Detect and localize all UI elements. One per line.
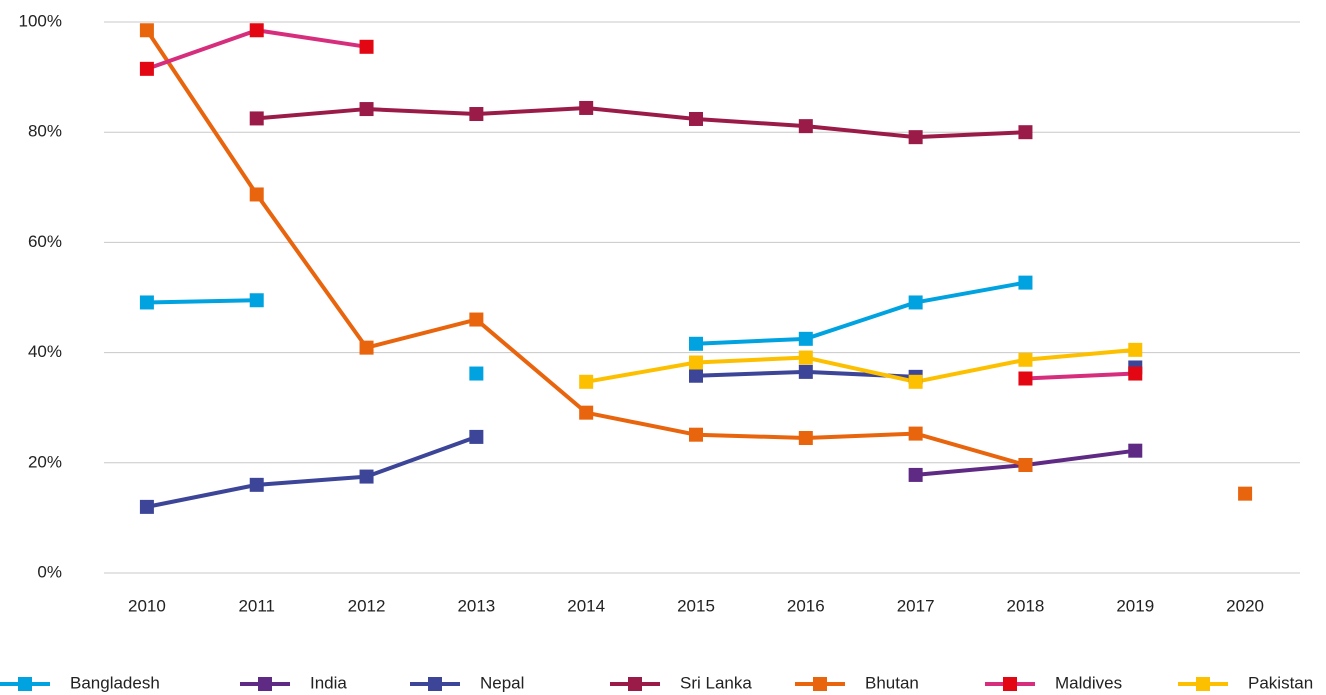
x-tick-label: 2011 xyxy=(238,596,275,615)
legend-item: Nepal xyxy=(410,673,524,692)
data-point xyxy=(798,350,813,365)
data-point xyxy=(798,331,813,346)
y-tick-label: 60% xyxy=(28,232,62,251)
data-point xyxy=(469,366,484,381)
data-point xyxy=(798,119,813,134)
x-tick-label: 2018 xyxy=(1007,596,1045,615)
legend-label: Sri Lanka xyxy=(680,673,752,692)
series-line xyxy=(256,105,1026,140)
legend-marker xyxy=(628,677,642,691)
legend-marker xyxy=(813,677,827,691)
data-point xyxy=(359,469,374,484)
data-point xyxy=(249,293,264,308)
data-point xyxy=(1018,275,1033,290)
legend-marker xyxy=(18,677,32,691)
legend-marker xyxy=(428,677,442,691)
data-point xyxy=(1018,458,1033,473)
series-line xyxy=(585,347,1136,384)
data-point xyxy=(908,467,923,482)
data-point xyxy=(689,427,703,442)
series-line xyxy=(146,280,1026,346)
legend-label: Pakistan xyxy=(1248,673,1313,692)
data-point xyxy=(908,426,923,441)
data-point xyxy=(908,295,923,310)
x-tick-label: 2020 xyxy=(1226,596,1264,615)
legend-label: Nepal xyxy=(480,673,524,692)
data-point xyxy=(1018,371,1033,386)
data-point xyxy=(689,355,703,370)
data-point xyxy=(689,368,703,383)
x-tick-label: 2017 xyxy=(897,596,935,615)
data-point xyxy=(1128,443,1143,458)
data-point xyxy=(798,364,813,379)
y-tick-label: 100% xyxy=(19,11,62,30)
y-tick-label: 40% xyxy=(28,342,62,361)
data-point xyxy=(689,111,703,126)
data-point xyxy=(469,429,484,444)
data-point xyxy=(249,477,264,492)
legend-marker xyxy=(1003,677,1017,691)
y-tick-label: 80% xyxy=(28,122,62,141)
data-point xyxy=(139,295,154,310)
data-point xyxy=(579,405,594,420)
x-tick-label: 2012 xyxy=(348,596,386,615)
data-point xyxy=(1128,342,1143,357)
data-point xyxy=(359,102,374,117)
data-point xyxy=(1128,366,1143,381)
data-point xyxy=(1018,352,1033,367)
x-tick-label: 2010 xyxy=(128,596,166,615)
legend-label: Bhutan xyxy=(865,673,919,692)
data-point xyxy=(139,23,154,38)
legend-item: Bangladesh xyxy=(0,673,160,692)
legend-item: Sri Lanka xyxy=(610,673,752,692)
x-tick-label: 2013 xyxy=(457,596,495,615)
data-point xyxy=(1018,125,1033,140)
y-tick-label: 0% xyxy=(37,562,62,581)
data-point xyxy=(249,23,264,38)
y-tick-label: 20% xyxy=(28,452,62,471)
x-tick-label: 2016 xyxy=(787,596,825,615)
data-point xyxy=(249,187,264,202)
data-point xyxy=(908,130,923,145)
data-point xyxy=(139,61,154,76)
data-point xyxy=(139,499,154,514)
legend-marker xyxy=(1196,677,1210,691)
data-point xyxy=(249,111,264,126)
legend-item: Pakistan xyxy=(1178,673,1313,692)
x-tick-label: 2014 xyxy=(567,596,605,615)
x-tick-label: 2019 xyxy=(1116,596,1154,615)
data-point xyxy=(689,336,703,351)
legend-item: Maldives xyxy=(985,673,1122,692)
series-line xyxy=(147,367,1135,506)
data-point xyxy=(579,100,594,115)
legend-label: Maldives xyxy=(1055,673,1122,692)
legend-label: Bangladesh xyxy=(70,673,160,692)
series-line xyxy=(147,30,1245,493)
legend-marker xyxy=(258,677,272,691)
legend-item: Bhutan xyxy=(795,673,919,692)
legend-item: India xyxy=(240,673,347,692)
data-point xyxy=(359,39,374,54)
data-point xyxy=(908,374,923,389)
data-point xyxy=(1238,486,1253,501)
data-point xyxy=(359,340,374,355)
data-point xyxy=(469,107,484,122)
series-line xyxy=(146,28,1136,381)
data-point xyxy=(798,431,813,446)
data-point xyxy=(469,312,484,327)
data-point xyxy=(579,374,594,389)
legend-label: India xyxy=(310,673,347,692)
x-tick-label: 2015 xyxy=(677,596,715,615)
